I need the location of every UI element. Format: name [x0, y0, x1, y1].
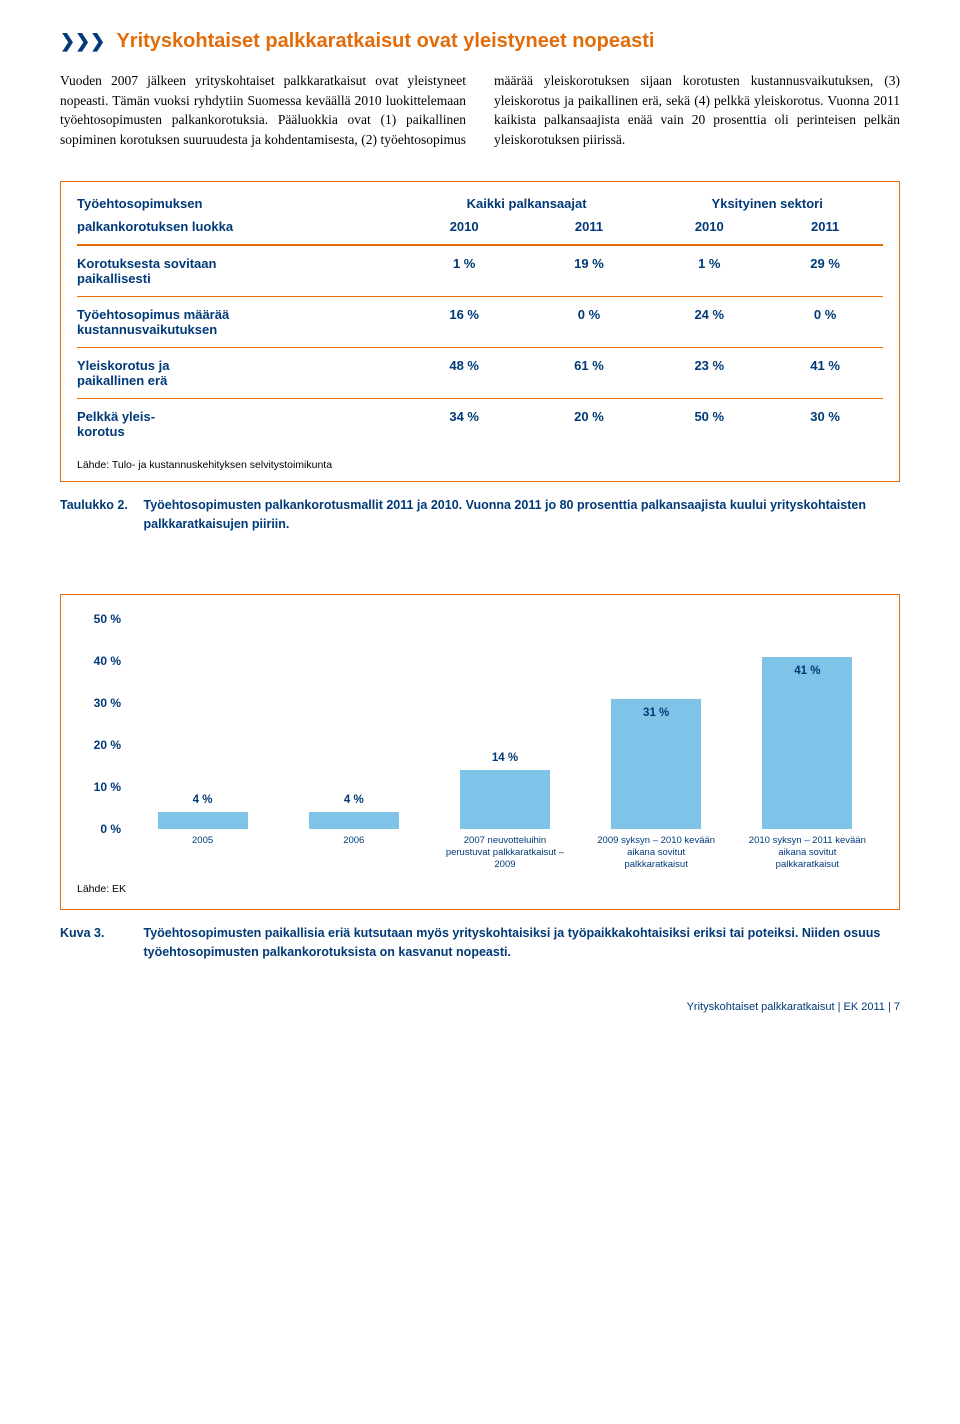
- bar-column: 4 %: [304, 812, 404, 829]
- y-tick: 30 %: [77, 696, 121, 710]
- bar-column: 4 %: [153, 812, 253, 829]
- y-tick: 10 %: [77, 780, 121, 794]
- row-label: Työehtosopimus määrääkustannusvaikutukse…: [77, 297, 402, 348]
- table-row: Korotuksesta sovitaanpaikallisesti1 %19 …: [77, 245, 883, 297]
- x-label: 2007 neuvotteluihin perustuvat palkka­ra…: [445, 835, 565, 871]
- cell: 30 %: [767, 399, 883, 450]
- cell: 20 %: [527, 399, 652, 450]
- row-label: Korotuksesta sovitaanpaikallisesti: [77, 245, 402, 297]
- cell: 1 %: [651, 245, 767, 297]
- bar: 4 %: [158, 812, 248, 829]
- caption-lead: Taulukko 2.: [60, 496, 140, 515]
- x-label: 2006: [294, 835, 414, 871]
- bar: 14 %: [460, 770, 550, 829]
- chart-source: Lähde: EK: [77, 883, 883, 895]
- data-table: Työehtosopimuksen Kaikki palkansaajat Yk…: [77, 196, 883, 449]
- cell: 61 %: [527, 348, 652, 399]
- table-container: Työehtosopimuksen Kaikki palkansaajat Yk…: [60, 181, 900, 482]
- cell: 34 %: [402, 399, 527, 450]
- bar-column: 31 %: [606, 699, 706, 829]
- bar-value-label: 4 %: [309, 794, 399, 806]
- chart-container: 4 % 4 % 14 % 31 % 41 % 50 % 40 % 30 % 20 % 10 % 0…: [60, 594, 900, 910]
- bar-column: 41 %: [757, 657, 857, 829]
- th-2010a: 2010: [402, 219, 527, 245]
- row-label: Yleiskorotus japaikallinen erä: [77, 348, 402, 399]
- table-row: Pelkkä yleis-korotus34 %20 %50 %30 %: [77, 399, 883, 450]
- bar-chart: 4 %4 %14 %31 %41 % 50 %40 %30 %20 %10 %0…: [127, 619, 883, 879]
- cell: 0 %: [767, 297, 883, 348]
- y-tick: 40 %: [77, 654, 121, 668]
- th-left-1: Työehtosopimuksen: [77, 196, 402, 219]
- bar-value-label: 31 %: [611, 707, 701, 719]
- cell: 48 %: [402, 348, 527, 399]
- cell: 16 %: [402, 297, 527, 348]
- row-label: Pelkkä yleis-korotus: [77, 399, 402, 450]
- table-source: Lähde: Tulo- ja kustannuskehityksen selv…: [77, 459, 883, 471]
- th-2010b: 2010: [651, 219, 767, 245]
- bar: 31 %: [611, 699, 701, 829]
- y-tick: 0 %: [77, 822, 121, 836]
- table-caption: Taulukko 2. Työehtosopimusten palkankoro…: [60, 496, 900, 534]
- th-group2: Yksityinen sektori: [651, 196, 883, 219]
- bar-value-label: 14 %: [460, 752, 550, 764]
- cell: 50 %: [651, 399, 767, 450]
- cell: 23 %: [651, 348, 767, 399]
- x-label: 2010 syksyn – 2011 kevään aikana sovitut…: [747, 835, 867, 871]
- heading-arrows: ❯❯❯: [60, 31, 105, 51]
- table-row: Yleiskorotus japaikallinen erä48 %61 %23…: [77, 348, 883, 399]
- page-heading: ❯❯❯ Yrityskohtaiset palkkaratkaisut ovat…: [60, 30, 900, 53]
- cell: 41 %: [767, 348, 883, 399]
- x-label: 2009 syksyn – 2010 kevään aikana sovitut…: [596, 835, 716, 871]
- cell: 0 %: [527, 297, 652, 348]
- th-2011a: 2011: [527, 219, 652, 245]
- th-left-2: palkankorotuksen luokka: [77, 219, 402, 245]
- bar: 4 %: [309, 812, 399, 829]
- caption-lead: Kuva 3.: [60, 924, 140, 943]
- bar-value-label: 4 %: [158, 794, 248, 806]
- y-tick: 50 %: [77, 612, 121, 626]
- cell: 19 %: [527, 245, 652, 297]
- x-label: 2005: [143, 835, 263, 871]
- table-row: Työehtosopimus määrääkustannusvaikutukse…: [77, 297, 883, 348]
- th-2011b: 2011: [767, 219, 883, 245]
- cell: 1 %: [402, 245, 527, 297]
- th-group1: Kaikki palkansaajat: [402, 196, 652, 219]
- body-text: Vuoden 2007 jälkeen yrityskohtaiset palk…: [60, 71, 900, 149]
- caption-body: Työehtosopimusten paikallisia eriä kutsu…: [143, 924, 893, 962]
- chart-caption: Kuva 3. Työehtosopimusten paikallisia er…: [60, 924, 900, 962]
- caption-body: Työehtosopimusten palkankorotusmallit 20…: [143, 496, 893, 534]
- bar-column: 14 %: [455, 770, 555, 829]
- bar: 41 %: [762, 657, 852, 829]
- bar-value-label: 41 %: [762, 665, 852, 677]
- page-footer: Yrityskohtaiset palkkaratkaisut | EK 201…: [60, 1001, 900, 1013]
- y-tick: 20 %: [77, 738, 121, 752]
- cell: 24 %: [651, 297, 767, 348]
- heading-text: Yrityskohtaiset palkkaratkaisut ovat yle…: [116, 30, 654, 52]
- cell: 29 %: [767, 245, 883, 297]
